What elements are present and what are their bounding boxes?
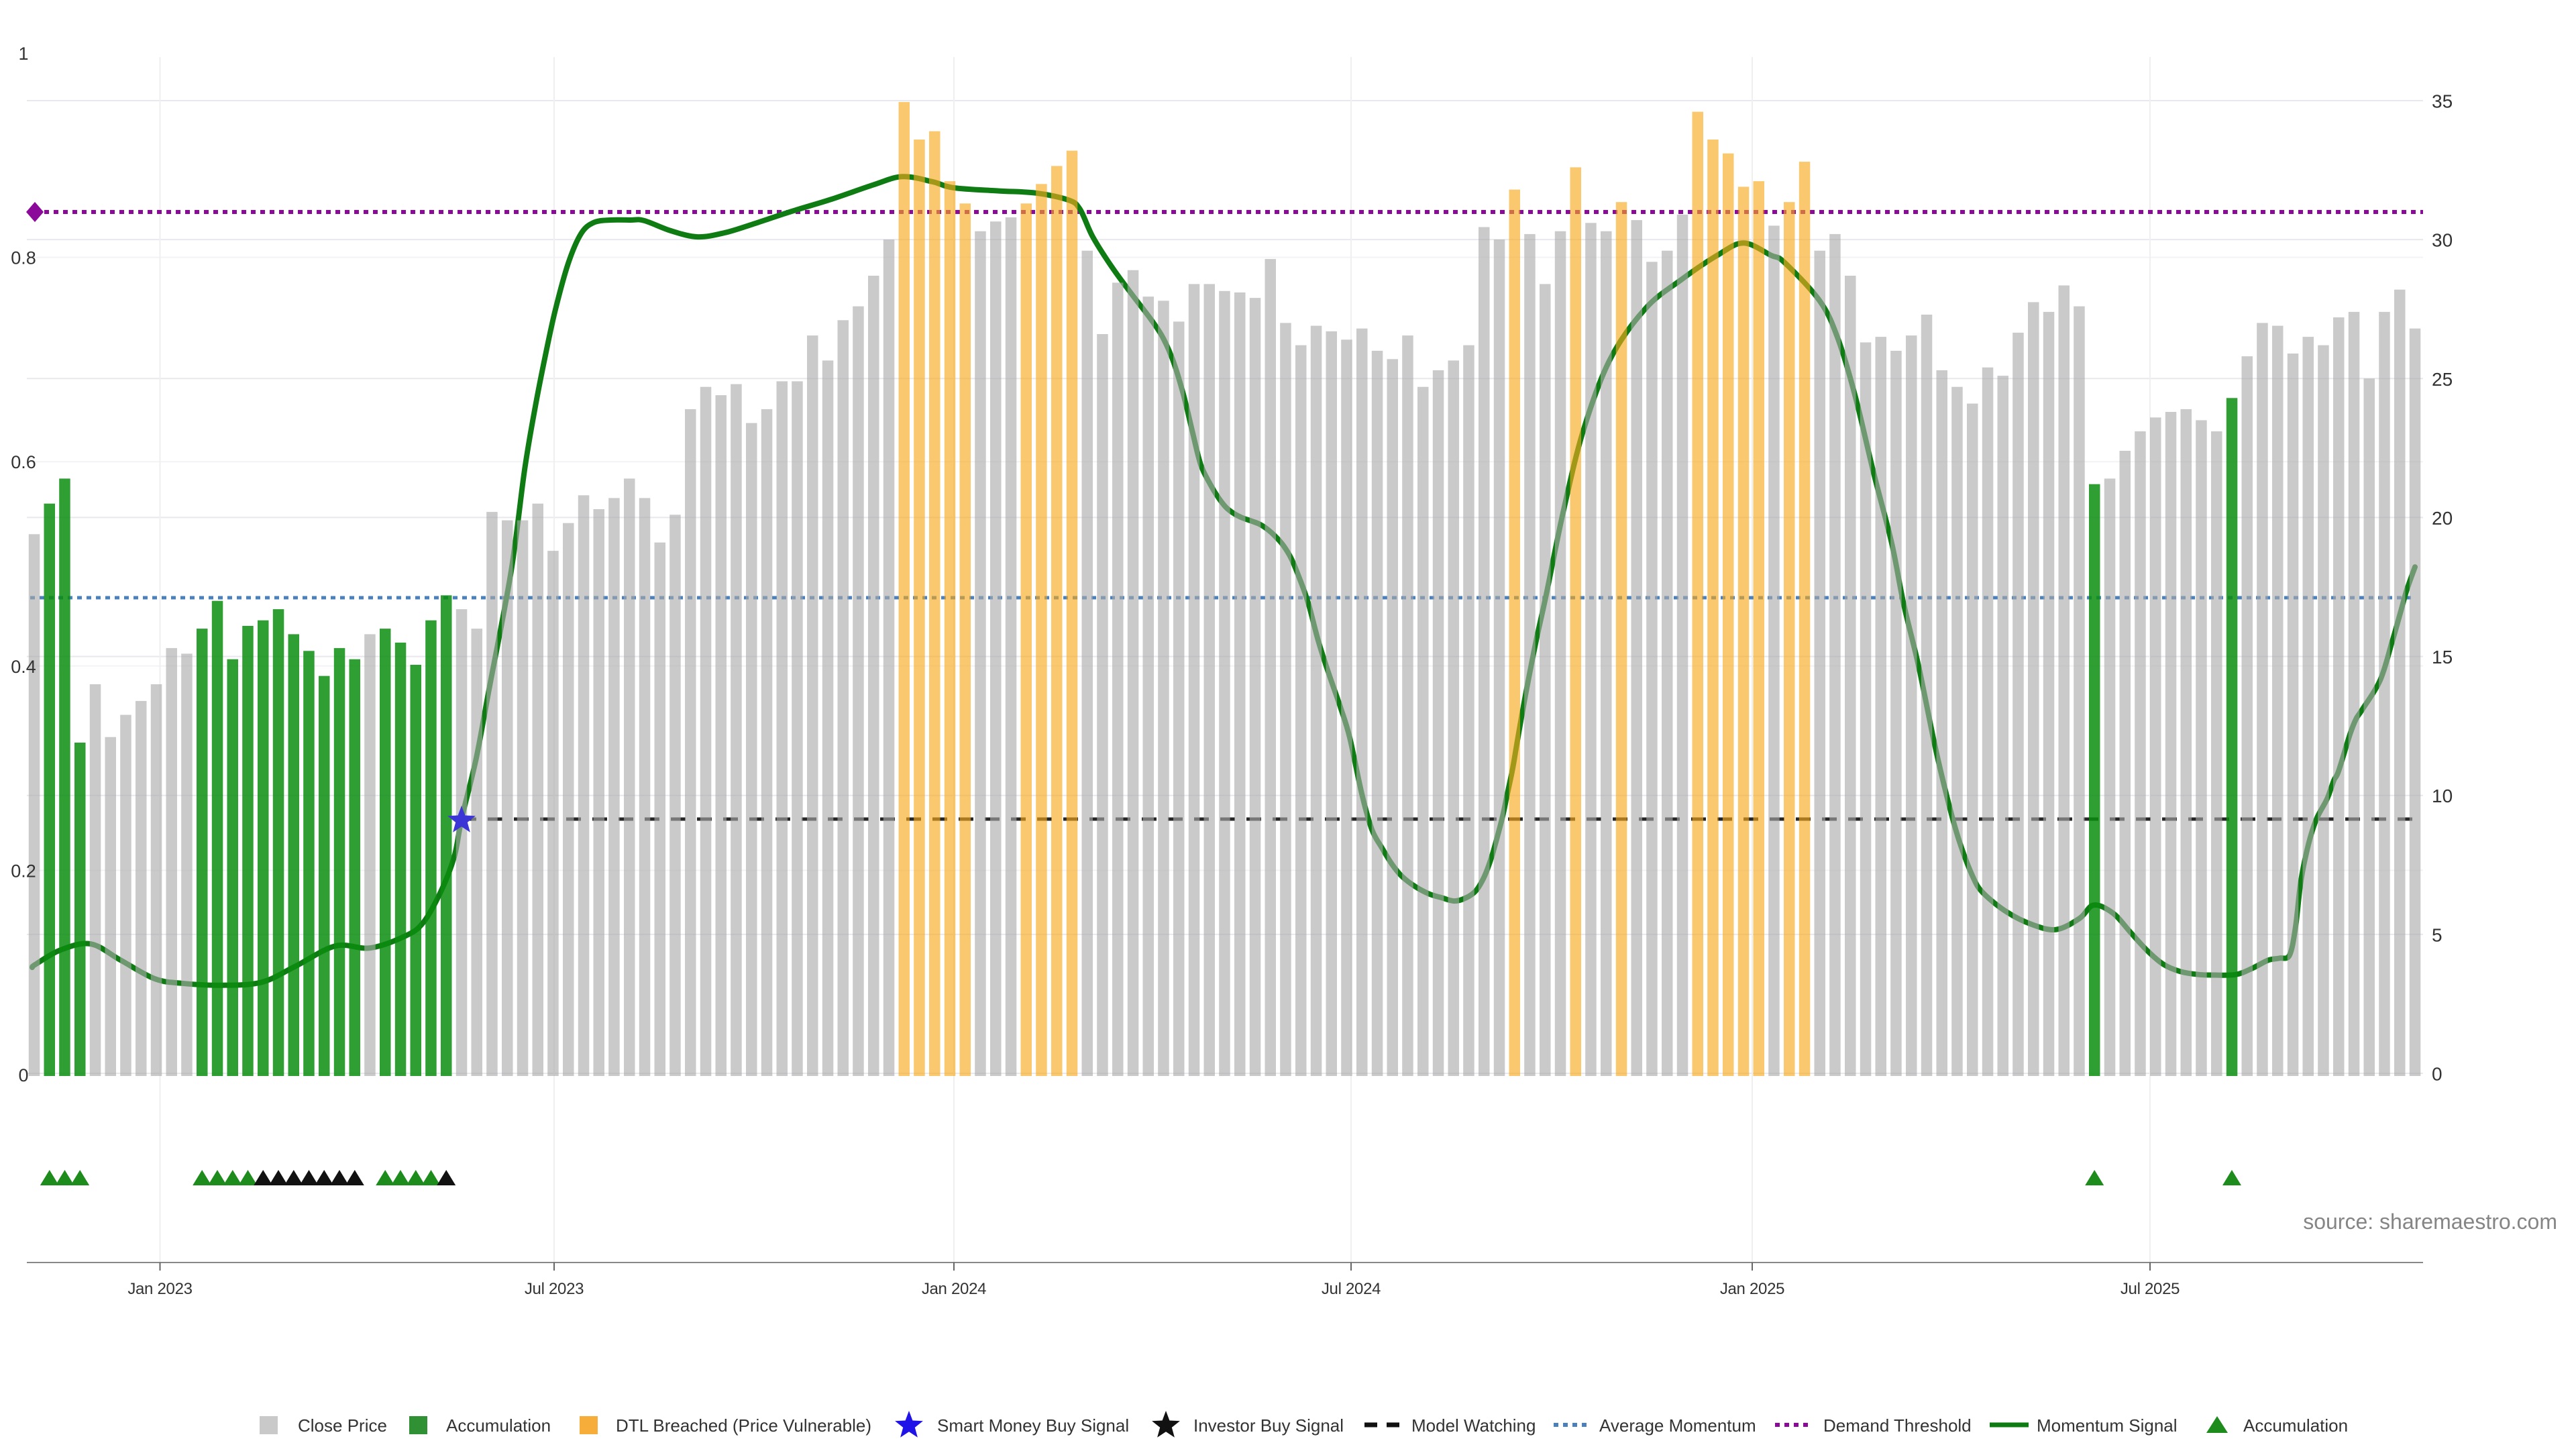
svg-text:25: 25 [2432, 369, 2453, 390]
svg-text:30: 30 [2432, 230, 2453, 251]
svg-text:Accumulation: Accumulation [2243, 1415, 2348, 1436]
svg-text:Demand Threshold: Demand Threshold [1823, 1415, 1972, 1436]
svg-text:Investor Buy Signal: Investor Buy Signal [1193, 1415, 1344, 1436]
svg-text:Jan 2025: Jan 2025 [1720, 1280, 1784, 1298]
svg-text:source: sharemaestro.com: source: sharemaestro.com [2303, 1210, 2557, 1234]
svg-text:Jan 2024: Jan 2024 [922, 1280, 986, 1298]
svg-text:Average Momentum: Average Momentum [1599, 1415, 1756, 1436]
svg-text:DTL Breached (Price Vulnerable: DTL Breached (Price Vulnerable) [616, 1415, 871, 1436]
svg-text:Smart Money Buy Signal: Smart Money Buy Signal [937, 1415, 1129, 1436]
svg-text:5: 5 [2432, 924, 2443, 945]
svg-text:20: 20 [2432, 508, 2453, 529]
svg-text:Jan 2023: Jan 2023 [127, 1280, 192, 1298]
svg-text:Jul 2023: Jul 2023 [525, 1280, 584, 1298]
svg-text:Jul 2025: Jul 2025 [2121, 1280, 2180, 1298]
svg-text:10: 10 [2432, 786, 2453, 806]
svg-text:1: 1 [18, 44, 28, 64]
svg-text:Jul 2024: Jul 2024 [1322, 1280, 1381, 1298]
svg-text:35: 35 [2432, 91, 2453, 112]
svg-text:Accumulation: Accumulation [446, 1415, 551, 1436]
svg-text:Momentum Signal: Momentum Signal [2037, 1415, 2178, 1436]
svg-text:0: 0 [2432, 1064, 2443, 1085]
svg-text:0.6: 0.6 [11, 452, 36, 472]
svg-text:Model Watching: Model Watching [1411, 1415, 1536, 1436]
svg-text:0.8: 0.8 [11, 248, 36, 268]
svg-text:0: 0 [18, 1065, 28, 1085]
svg-text:Close Price: Close Price [298, 1415, 387, 1436]
svg-text:0.4: 0.4 [11, 657, 36, 677]
svg-text:0.2: 0.2 [11, 861, 36, 881]
svg-text:15: 15 [2432, 647, 2453, 667]
